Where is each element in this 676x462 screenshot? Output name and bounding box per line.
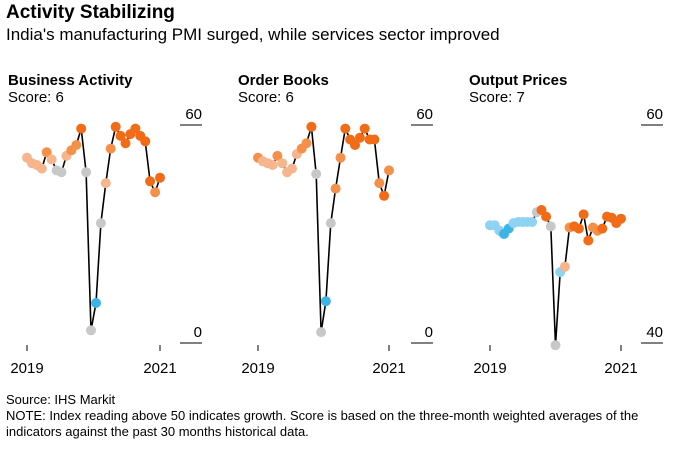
data-point xyxy=(105,143,116,154)
data-point xyxy=(597,223,608,234)
data-point xyxy=(95,218,106,229)
data-point xyxy=(301,138,312,149)
chart-subtitle: India's manufacturing PMI surged, while … xyxy=(6,25,500,44)
x-tick-label: 2021 xyxy=(604,360,637,377)
x-tick-label: 2021 xyxy=(372,360,405,377)
data-point xyxy=(311,169,322,179)
data-point xyxy=(350,140,360,150)
data-point xyxy=(287,163,297,174)
data-point xyxy=(316,327,327,338)
y-tick-label: 40 xyxy=(646,324,663,341)
data-point xyxy=(91,298,101,308)
panel-score: Score: 6 xyxy=(8,89,64,106)
data-point xyxy=(86,325,96,336)
y-tick-label: 0 xyxy=(425,324,433,341)
data-point xyxy=(306,121,317,132)
data-point xyxy=(573,223,584,234)
y-tick-label: 60 xyxy=(416,106,433,123)
data-point xyxy=(110,121,121,132)
data-point xyxy=(100,178,111,189)
data-point xyxy=(616,213,626,224)
data-point xyxy=(81,167,92,178)
data-point xyxy=(130,123,141,134)
data-point xyxy=(359,123,370,134)
data-point xyxy=(369,134,380,145)
y-tick-label: 60 xyxy=(185,106,202,123)
data-point xyxy=(340,123,351,134)
panel-title: Order Books xyxy=(238,72,329,89)
data-point xyxy=(41,147,52,158)
data-point xyxy=(115,130,126,141)
data-point xyxy=(578,209,589,220)
data-point xyxy=(36,163,47,174)
data-point xyxy=(56,167,67,178)
panel-score: Score: 6 xyxy=(238,89,294,106)
data-point xyxy=(559,261,570,272)
x-tick-label: 2019 xyxy=(241,360,274,377)
data-point xyxy=(541,211,552,222)
x-tick-label: 2019 xyxy=(10,360,43,377)
data-point xyxy=(550,340,561,351)
x-tick-label: 2019 xyxy=(473,360,506,377)
data-point xyxy=(379,190,390,201)
data-point xyxy=(583,235,594,246)
panel-score: Score: 7 xyxy=(469,89,525,106)
data-point xyxy=(384,165,394,176)
data-point xyxy=(272,150,283,161)
y-tick-label: 60 xyxy=(646,106,663,123)
data-point xyxy=(374,178,385,189)
data-point xyxy=(330,183,341,194)
data-point xyxy=(267,160,278,170)
data-point xyxy=(277,158,288,169)
y-tick-label: 0 xyxy=(194,324,202,341)
data-point xyxy=(71,140,82,150)
panel-title: Output Prices xyxy=(469,72,567,89)
panel-title: Business Activity xyxy=(8,72,133,89)
note-text: NOTE: Index reading above 50 indicates g… xyxy=(6,408,639,439)
chart-title: Activity Stabilizing xyxy=(6,2,175,23)
data-point xyxy=(120,138,131,149)
source-text: Source: IHS Markit xyxy=(6,392,116,407)
data-point xyxy=(46,154,57,165)
data-point xyxy=(354,132,365,143)
data-point xyxy=(320,296,331,307)
source-note: Source: IHS Markit NOTE: Index reading a… xyxy=(6,392,670,440)
x-tick-label: 2021 xyxy=(143,360,176,377)
data-point xyxy=(150,187,161,198)
data-point xyxy=(325,218,336,229)
data-point xyxy=(527,217,538,227)
data-point xyxy=(145,176,156,187)
data-point xyxy=(155,172,165,183)
data-point xyxy=(335,152,346,163)
data-point xyxy=(545,221,556,232)
data-point xyxy=(140,136,151,147)
data-point xyxy=(76,123,87,134)
